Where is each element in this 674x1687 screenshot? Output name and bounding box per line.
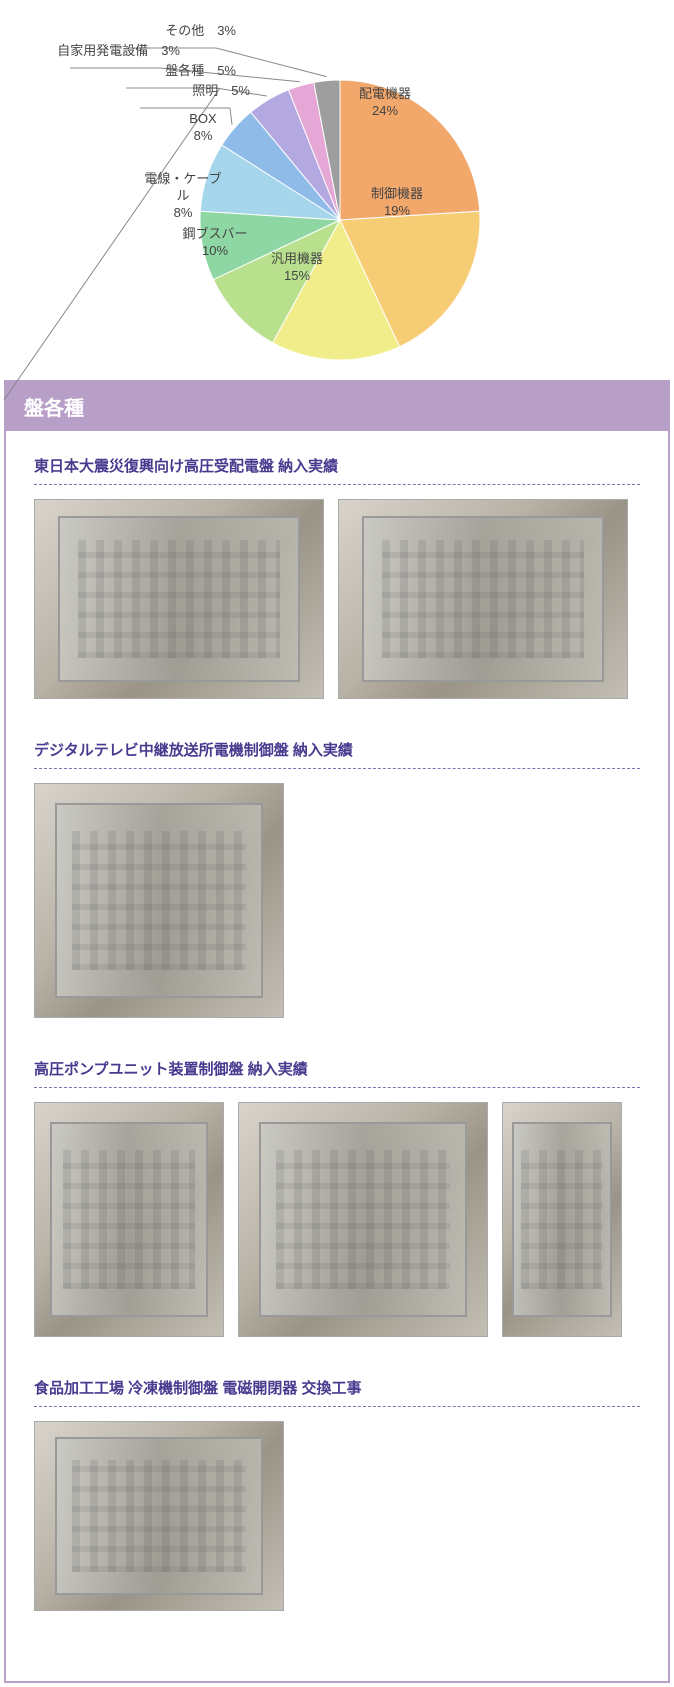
section: 高圧ポンプユニット装置制御盤 納入実績 [34,1058,640,1337]
equipment-image [238,1102,488,1337]
section-title: 東日本大震災復興向け高圧受配電盤 納入実績 [34,455,640,485]
section-title: 食品加工工場 冷凍機制御盤 電磁開閉器 交換工事 [34,1377,640,1407]
panel-container: 盤各種 東日本大震災復興向け高圧受配電盤 納入実績デジタルテレビ中継放送所電機制… [4,380,670,1683]
pie-internal-label: 制御機器19% [352,186,442,220]
pie-chart-area: 配電機器24% 制御機器19% 汎用機器15%鋼ブスバー10% 電線・ケーブル8% BO… [0,0,674,380]
section-title: デジタルテレビ中継放送所電機制御盤 納入実績 [34,739,640,769]
equipment-image [34,783,284,1018]
pie-chart-svg [0,20,674,400]
pie-external-label: その他 3% [106,20,236,39]
pie-internal-label: 鋼ブスバー10% [170,226,260,260]
pie-internal-label: 汎用機器15% [252,251,342,285]
equipment-image [34,1102,224,1337]
section: 食品加工工場 冷凍機制御盤 電磁開閉器 交換工事 [34,1377,640,1611]
pie-external-label: 盤各種 5% [106,60,236,79]
pie-external-label: 自家用発電設備 3% [50,40,180,59]
pie-internal-label: 電線・ケーブル8% [138,171,228,222]
section: 東日本大震災復興向け高圧受配電盤 納入実績 [34,455,640,699]
pie-external-label: 照明 5% [120,80,250,99]
equipment-image [34,1421,284,1611]
image-row [34,1102,640,1337]
panel-body: 東日本大震災復興向け高圧受配電盤 納入実績デジタルテレビ中継放送所電機制御盤 納… [6,431,668,1681]
image-row [34,1421,640,1611]
equipment-image [338,499,628,699]
section: デジタルテレビ中継放送所電機制御盤 納入実績 [34,739,640,1018]
image-row [34,499,640,699]
equipment-image [502,1102,622,1337]
equipment-image [34,499,324,699]
image-row [34,783,640,1018]
pie-internal-label: BOX8% [158,111,248,145]
pie-internal-label: 配電機器24% [340,86,430,120]
section-title: 高圧ポンプユニット装置制御盤 納入実績 [34,1058,640,1088]
